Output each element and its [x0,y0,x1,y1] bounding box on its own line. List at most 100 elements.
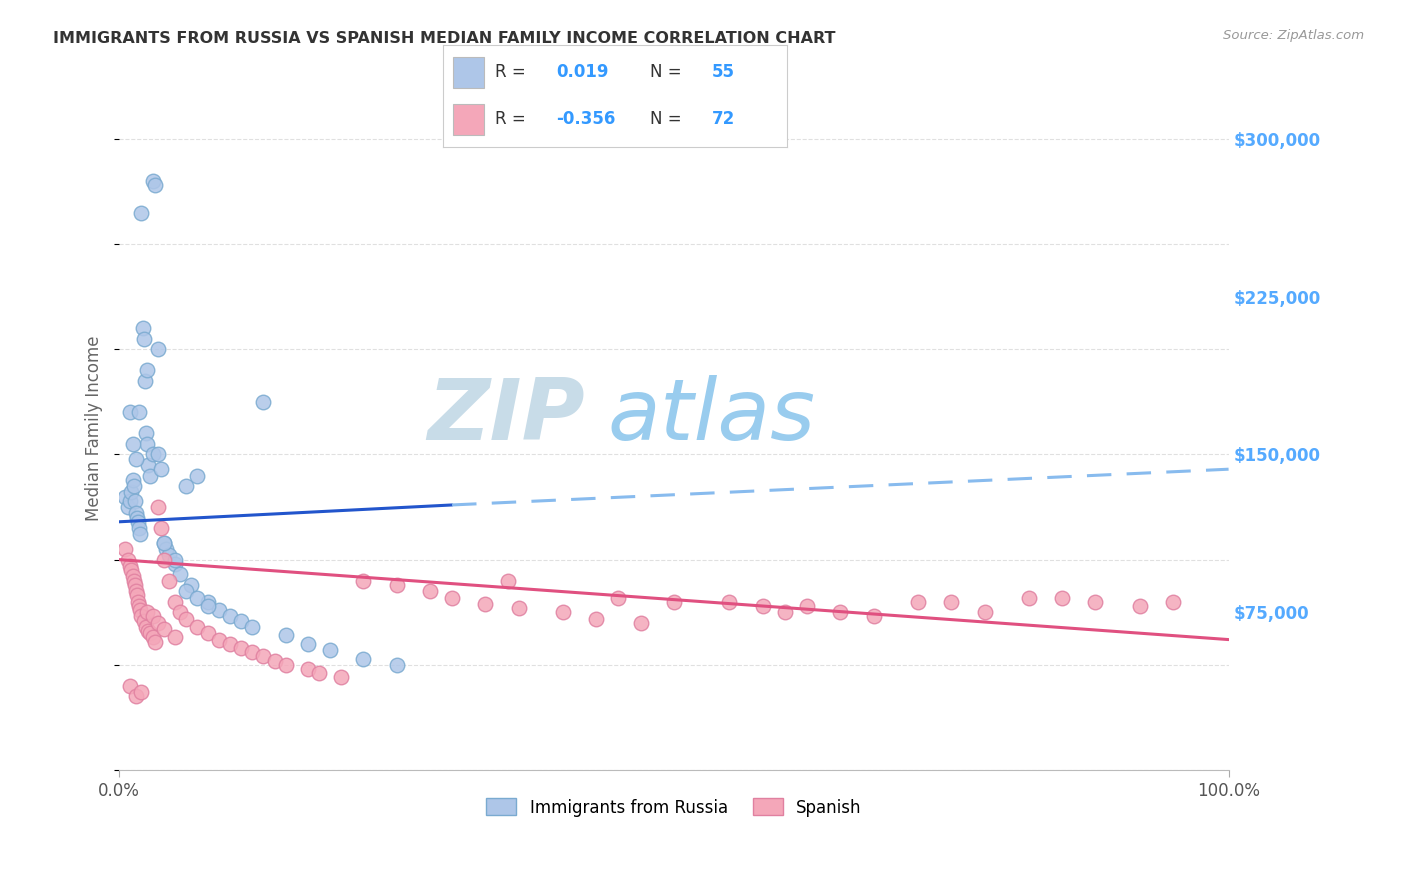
FancyBboxPatch shape [453,57,484,87]
Y-axis label: Median Family Income: Median Family Income [86,335,103,521]
Point [127,515,149,529]
Text: 72: 72 [711,111,735,128]
Point [125,690,148,704]
FancyBboxPatch shape [453,104,484,135]
Point [297,637,319,651]
Point [169,567,191,582]
Point [231,640,253,655]
Point [441,591,464,605]
Point [174,584,197,599]
Text: ZIP: ZIP [427,376,585,458]
Point [252,649,274,664]
Point [125,588,148,602]
Point [152,536,174,550]
Point [117,552,139,566]
Point [128,405,150,419]
Point [718,595,741,609]
Point [155,542,177,557]
Point [129,527,152,541]
Point [146,447,169,461]
Point [297,662,319,676]
Text: IMMIGRANTS FROM RUSSIA VS SPANISH MEDIAN FAMILY INCOME CORRELATION CHART: IMMIGRANTS FROM RUSSIA VS SPANISH MEDIAN… [53,31,837,46]
Point [1084,595,1107,609]
Point [152,552,174,566]
Point [132,332,155,346]
Point [197,595,219,609]
Point [197,599,219,613]
Point [1018,591,1040,605]
Point [146,343,169,357]
Point [274,657,297,672]
Point [143,178,166,193]
Point [973,605,995,619]
Point [551,605,574,619]
Text: Source: ZipAtlas.com: Source: ZipAtlas.com [1223,29,1364,42]
Point [219,609,242,624]
Point [131,609,153,624]
Point [152,622,174,636]
Point [186,468,208,483]
Point [274,628,297,642]
Text: R =: R = [495,111,530,128]
Point [174,479,197,493]
Point [242,620,264,634]
Point [136,605,159,619]
Point [122,479,145,493]
Point [127,595,149,609]
Point [186,591,208,605]
Point [128,599,150,613]
Point [114,490,136,504]
Point [132,614,155,628]
Point [121,473,143,487]
Point [139,468,162,483]
Point [773,605,796,619]
Point [121,437,143,451]
Point [169,605,191,619]
Point [208,632,231,647]
Point [163,595,186,609]
Point [146,615,169,630]
Point [135,620,157,634]
Point [142,174,165,188]
Point [135,426,157,441]
Point [1161,595,1184,609]
Point [150,521,173,535]
Point [585,611,607,625]
Point [174,611,197,625]
Point [142,631,165,645]
Point [474,597,496,611]
Point [319,643,342,657]
Point [219,637,242,651]
Point [117,500,139,514]
Point [662,595,685,609]
Point [830,605,852,619]
Point [120,493,142,508]
Point [630,615,652,630]
Point [252,395,274,409]
Point [163,557,186,571]
Point [1050,591,1073,605]
Point [607,591,630,605]
Point [114,542,136,557]
Point [121,485,143,500]
Legend: Immigrants from Russia, Spanish: Immigrants from Russia, Spanish [479,792,869,823]
Point [143,634,166,648]
Point [125,507,148,521]
Point [907,595,929,609]
Point [139,626,162,640]
Point [136,363,159,377]
Point [1129,599,1152,613]
Text: 0.019: 0.019 [557,63,609,81]
Point [124,578,146,592]
Point [508,601,530,615]
Point [197,626,219,640]
Point [796,599,818,613]
Point [862,609,884,624]
Point [120,558,142,573]
Text: 55: 55 [711,63,734,81]
Point [121,569,143,583]
Point [125,451,148,466]
Point [352,651,374,665]
Point [186,620,208,634]
Point [419,584,441,599]
